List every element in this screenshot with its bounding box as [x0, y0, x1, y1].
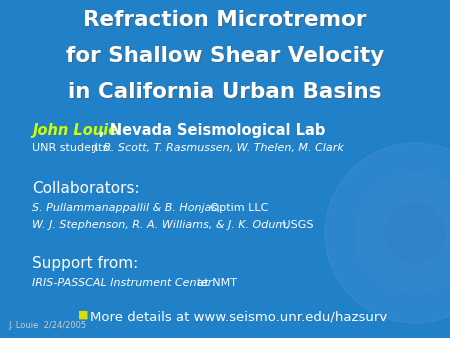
Text: for Shallow Shear Velocity: for Shallow Shear Velocity [67, 47, 385, 67]
Circle shape [325, 143, 450, 323]
Text: John Louie: John Louie [32, 123, 118, 138]
Text: J. B. Scott, T. Rasmussen, W. Thelen, M. Clark: J. B. Scott, T. Rasmussen, W. Thelen, M.… [94, 143, 345, 153]
Text: IRIS-PASSCAL Instrument Center: IRIS-PASSCAL Instrument Center [32, 278, 212, 288]
Text: Support from:: Support from: [32, 256, 138, 271]
Text: UNR students:: UNR students: [32, 143, 115, 153]
Circle shape [355, 173, 450, 293]
Text: in California Urban Basins: in California Urban Basins [69, 83, 382, 103]
Text: , Nevada Seismological Lab: , Nevada Seismological Lab [99, 123, 325, 138]
Text: Optim LLC: Optim LLC [207, 203, 268, 213]
Text: More details at www.seismo.unr.edu/hazsurv: More details at www.seismo.unr.edu/hazsu… [90, 310, 387, 323]
Text: for Shallow Shear Velocity: for Shallow Shear Velocity [66, 46, 384, 66]
Text: J. Louie  2/24/2005: J. Louie 2/24/2005 [8, 321, 86, 330]
Text: Collaborators:: Collaborators: [32, 181, 140, 196]
Text: S. Pullammanappallil & B. Honjas,: S. Pullammanappallil & B. Honjas, [32, 203, 221, 213]
Text: W. J. Stephenson, R. A. Williams, & J. K. Odum,: W. J. Stephenson, R. A. Williams, & J. K… [32, 220, 290, 230]
Text: Refraction Microtremor: Refraction Microtremor [83, 10, 367, 30]
Text: ■: ■ [78, 310, 89, 320]
Text: USGS: USGS [279, 220, 314, 230]
Circle shape [385, 203, 445, 263]
Text: at NMT: at NMT [194, 278, 237, 288]
Text: in California Urban Basins: in California Urban Basins [68, 82, 382, 102]
Text: Refraction Microtremor: Refraction Microtremor [84, 11, 368, 31]
